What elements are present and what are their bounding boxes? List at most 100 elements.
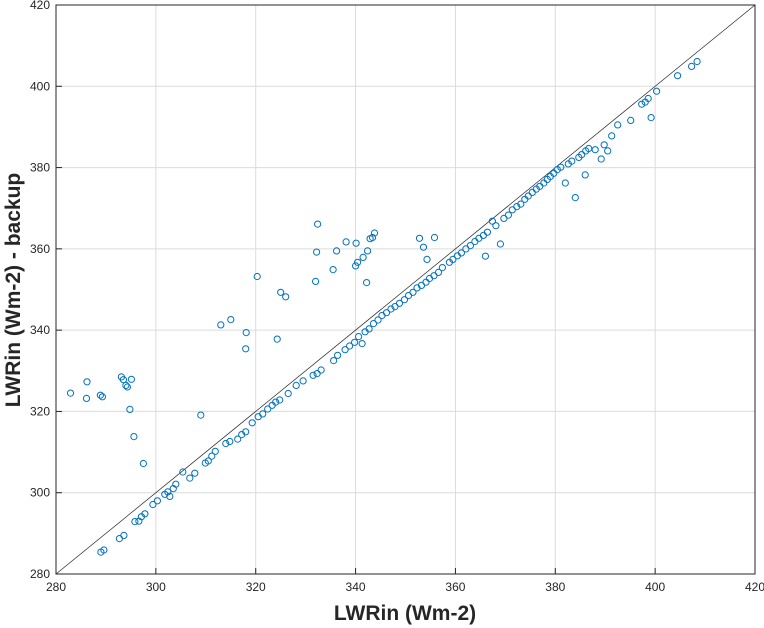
- data-point: [359, 253, 367, 261]
- data-point: [333, 247, 341, 255]
- data-point: [382, 309, 391, 317]
- x-tick-label: 420: [745, 580, 764, 594]
- data-point: [438, 264, 446, 272]
- data-point: [313, 370, 321, 378]
- data-point: [419, 243, 428, 251]
- data-point: [120, 531, 128, 540]
- y-tick-label: 320: [30, 404, 50, 418]
- reference-line-1-to-1: [55, 4, 756, 575]
- data-point: [96, 391, 105, 399]
- data-point: [481, 252, 489, 260]
- data-point: [627, 116, 635, 125]
- data-point: [204, 457, 212, 465]
- data-point: [352, 262, 360, 270]
- data-point: [342, 238, 350, 246]
- data-point: [273, 335, 281, 343]
- data-point: [242, 345, 250, 353]
- data-point: [571, 194, 579, 202]
- data-point: [608, 132, 616, 140]
- data-point: [358, 340, 366, 348]
- y-tick-label: 360: [30, 242, 50, 256]
- data-point: [139, 459, 147, 468]
- data-point: [488, 217, 496, 225]
- y-tick-label: 340: [30, 323, 50, 337]
- x-tick-label: 380: [545, 580, 565, 594]
- x-tick-label: 340: [346, 580, 366, 594]
- data-point: [557, 163, 565, 171]
- data-point: [66, 389, 75, 397]
- data-point: [466, 242, 474, 250]
- y-tick-label: 380: [30, 161, 50, 175]
- data-point: [688, 62, 696, 71]
- data-point: [513, 203, 521, 211]
- data-point: [578, 151, 586, 159]
- data-point: [591, 146, 599, 154]
- data-point: [585, 144, 593, 153]
- data-point: [395, 299, 404, 307]
- data-point: [172, 480, 180, 488]
- data-point: [365, 325, 373, 333]
- data-point: [309, 371, 317, 379]
- data-point: [364, 247, 372, 255]
- data-point: [277, 288, 285, 296]
- data-point: [653, 87, 661, 95]
- y-tick-label: 420: [30, 0, 50, 12]
- y-axis-label: LWRin (Wm-2) - backup: [2, 173, 25, 408]
- data-point: [242, 428, 250, 436]
- data-point: [614, 121, 622, 129]
- data-point: [166, 492, 174, 500]
- data-point: [355, 333, 363, 341]
- x-tick-label: 400: [645, 580, 665, 594]
- data-point: [292, 381, 300, 389]
- data-point: [334, 351, 342, 359]
- x-axis-label: LWRin (Wm-2): [334, 602, 476, 625]
- data-point: [122, 381, 130, 389]
- data-point: [313, 248, 321, 256]
- data-point: [457, 249, 465, 257]
- data-point: [253, 272, 261, 281]
- data-point: [604, 147, 612, 155]
- data-point: [423, 255, 431, 263]
- data-point: [492, 222, 500, 230]
- data-point: [638, 100, 646, 108]
- data-point: [600, 141, 608, 149]
- data-point: [276, 396, 284, 404]
- data-point: [352, 239, 360, 247]
- plot-frame: [55, 4, 756, 575]
- data-point: [164, 488, 172, 496]
- data-point: [248, 419, 256, 427]
- data-point: [568, 157, 576, 165]
- data-point: [370, 229, 379, 237]
- x-tick-label: 360: [445, 580, 465, 594]
- data-point: [217, 321, 225, 329]
- data-point: [126, 405, 134, 413]
- data-point: [130, 433, 138, 441]
- data-point: [299, 377, 307, 385]
- data-point: [581, 171, 589, 179]
- data-point: [186, 474, 194, 482]
- data-point: [312, 277, 320, 285]
- data-point: [83, 378, 91, 386]
- data-point: [208, 452, 216, 460]
- data-point: [483, 228, 491, 236]
- y-tick-label: 300: [30, 486, 50, 500]
- data-point: [674, 72, 682, 80]
- data-point: [317, 366, 325, 374]
- data-point: [272, 398, 280, 406]
- data-point: [351, 338, 359, 346]
- data-point: [226, 437, 234, 446]
- data-point: [430, 233, 439, 242]
- data-point: [222, 439, 230, 448]
- x-tick-label: 320: [246, 580, 266, 594]
- data-point: [346, 342, 354, 350]
- data-point: [131, 518, 139, 526]
- x-tick-labels: 280 300 320 340 360 380 400 420: [46, 568, 764, 594]
- data-point: [242, 329, 250, 337]
- data-point: [123, 383, 132, 391]
- y-tick-labels: 280 300 320 340 360 380 400 420: [30, 0, 62, 581]
- data-point: [374, 316, 382, 324]
- data-point: [179, 468, 187, 476]
- data-point: [369, 320, 378, 328]
- data-point: [211, 447, 219, 455]
